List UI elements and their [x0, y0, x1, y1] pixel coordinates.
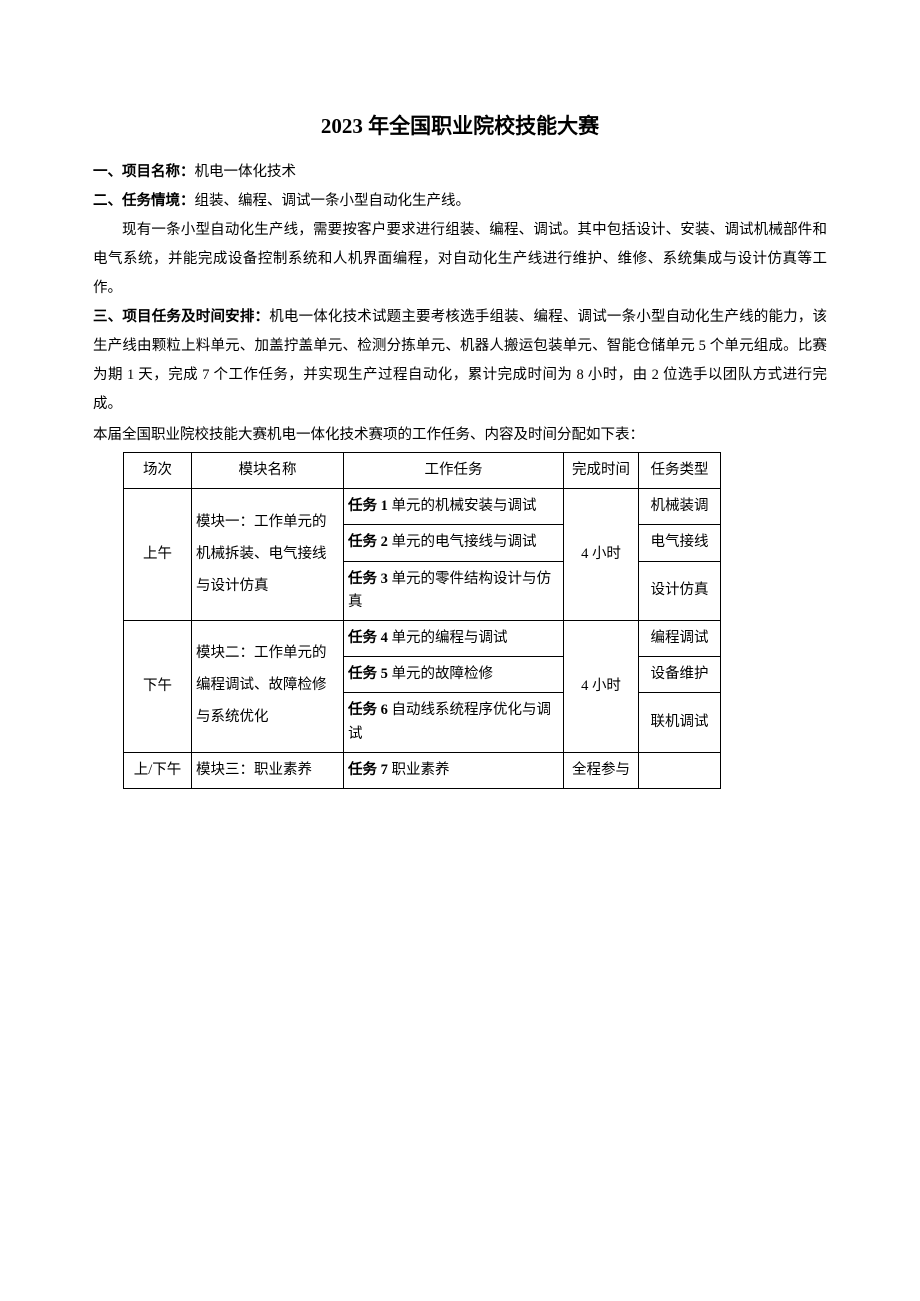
task-cell: 任务 5 单元的故障检修 — [344, 657, 564, 693]
schedule-table: 场次 模块名称 工作任务 完成时间 任务类型 上午 模块一：工作单元的机械拆装、… — [123, 452, 721, 789]
header-type: 任务类型 — [639, 453, 721, 489]
session-cell: 上午 — [124, 489, 192, 621]
task-cell: 任务 1 单元的机械安装与调试 — [344, 489, 564, 525]
task-cell: 任务 4 单元的编程与调试 — [344, 620, 564, 656]
table-header-row: 场次 模块名称 工作任务 完成时间 任务类型 — [124, 453, 721, 489]
paragraph-1: 现有一条小型自动化生产线，需要按客户要求进行组装、编程、调试。其中包括设计、安装… — [93, 216, 827, 303]
task-rest: 单元的编程与调试 — [388, 630, 508, 646]
task-rest: 单元的电气接线与调试 — [388, 534, 537, 550]
type-cell: 编程调试 — [639, 620, 721, 656]
section-3: 三、项目任务及时间安排：机电一体化技术试题主要考核选手组装、编程、调试一条小型自… — [93, 303, 827, 419]
type-cell: 电气接线 — [639, 525, 721, 561]
task-cell: 任务 3 单元的零件结构设计与仿真 — [344, 561, 564, 620]
session-cell: 下午 — [124, 620, 192, 752]
section-1: 一、项目名称：机电一体化技术 — [93, 158, 827, 187]
task-cell: 任务 2 单元的电气接线与调试 — [344, 525, 564, 561]
section-1-text: 机电一体化技术 — [195, 164, 297, 180]
header-task: 工作任务 — [344, 453, 564, 489]
table-intro: 本届全国职业院校技能大赛机电一体化技术赛项的工作任务、内容及时间分配如下表： — [93, 421, 827, 450]
section-1-label: 一、项目名称： — [93, 164, 195, 180]
type-cell: 机械装调 — [639, 489, 721, 525]
module-cell: 模块二：工作单元的编程调试、故障检修与系统优化 — [192, 620, 344, 752]
task-bold: 任务 3 — [348, 571, 388, 587]
task-bold: 任务 6 — [348, 702, 388, 718]
section-2: 二、任务情境：组装、编程、调试一条小型自动化生产线。 — [93, 187, 827, 216]
section-3-label: 三、项目任务及时间安排： — [93, 309, 269, 325]
task-bold: 任务 4 — [348, 630, 388, 646]
table-row: 上/下午 模块三：职业素养 任务 7 职业素养 全程参与 — [124, 752, 721, 788]
session-cell: 上/下午 — [124, 752, 192, 788]
document-title: 2023 年全国职业院校技能大赛 — [93, 110, 827, 140]
header-session: 场次 — [124, 453, 192, 489]
module-cell: 模块三：职业素养 — [192, 752, 344, 788]
table-row: 下午 模块二：工作单元的编程调试、故障检修与系统优化 任务 4 单元的编程与调试… — [124, 620, 721, 656]
task-bold: 任务 2 — [348, 534, 388, 550]
header-module: 模块名称 — [192, 453, 344, 489]
time-cell: 4 小时 — [564, 620, 639, 752]
task-rest: 单元的故障检修 — [388, 666, 493, 682]
task-bold: 任务 5 — [348, 666, 388, 682]
time-cell: 4 小时 — [564, 489, 639, 621]
task-cell: 任务 7 职业素养 — [344, 752, 564, 788]
task-bold: 任务 7 — [348, 762, 388, 778]
task-rest: 职业素养 — [388, 762, 450, 778]
task-bold: 任务 1 — [348, 498, 388, 514]
type-cell — [639, 752, 721, 788]
task-rest: 单元的机械安装与调试 — [388, 498, 537, 514]
header-time: 完成时间 — [564, 453, 639, 489]
type-cell: 设备维护 — [639, 657, 721, 693]
table-row: 上午 模块一：工作单元的机械拆装、电气接线与设计仿真 任务 1 单元的机械安装与… — [124, 489, 721, 525]
section-2-text: 组装、编程、调试一条小型自动化生产线。 — [195, 193, 471, 209]
time-cell: 全程参与 — [564, 752, 639, 788]
module-cell: 模块一：工作单元的机械拆装、电气接线与设计仿真 — [192, 489, 344, 621]
type-cell: 设计仿真 — [639, 561, 721, 620]
section-2-label: 二、任务情境： — [93, 193, 195, 209]
type-cell: 联机调试 — [639, 693, 721, 752]
task-cell: 任务 6 自动线系统程序优化与调试 — [344, 693, 564, 752]
